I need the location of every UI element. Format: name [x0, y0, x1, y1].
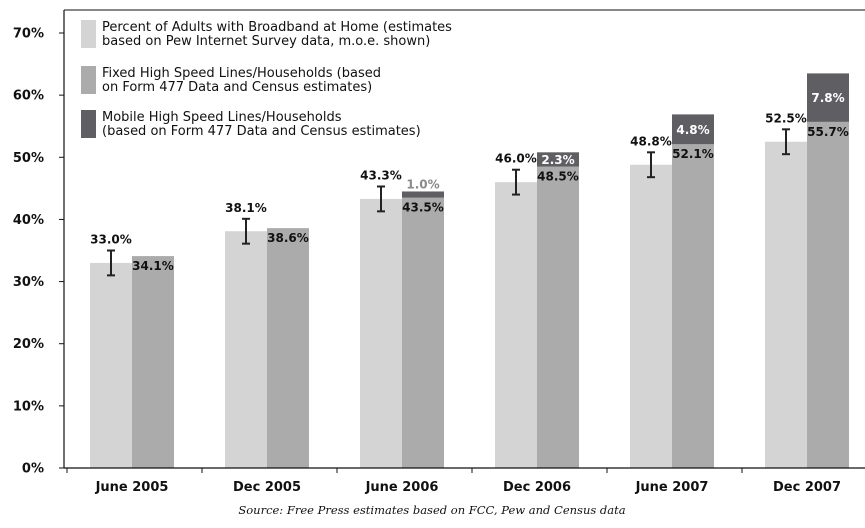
legend-label: based on Pew Internet Survey data, m.o.e…	[102, 34, 430, 49]
legend-swatch	[81, 20, 96, 48]
data-label-fixed: 52.1%	[672, 147, 714, 161]
data-label-fixed: 34.1%	[132, 259, 174, 273]
bars: 34.1%33.0% 38.6% 38.1% 1.0% 43.5% 43.3% 2.3% 48…	[90, 73, 849, 468]
bar-adults	[360, 198, 402, 468]
data-label-fixed: 43.5%	[402, 201, 444, 215]
data-label-adults: 33.0%	[90, 233, 132, 247]
bar-mobile	[537, 152, 579, 167]
data-label-fixed: 48.5%	[537, 170, 579, 184]
axes: 0% 10% 20% 30% 40% 50% 60% 70% June 2005 Dec 2005…	[13, 9, 865, 495]
data-label-fixed: 38.6%	[267, 231, 309, 245]
y-tick-label: 50%	[13, 151, 44, 166]
data-label-adults: 38.1%	[225, 201, 267, 215]
y-tick-label: 0%	[22, 462, 44, 477]
data-label-fixed: 55.7%	[807, 125, 849, 139]
data-label-adults: 46.0%	[495, 152, 537, 166]
data-label-mobile: 2.3%	[541, 153, 574, 167]
x-tick-label: Dec 2005	[233, 480, 301, 495]
bar-adults	[765, 141, 807, 468]
y-tick-label: 10%	[13, 399, 44, 414]
bar-adults	[90, 262, 132, 468]
x-tick-label: June 2005	[95, 480, 169, 495]
data-label-adults: 43.3%	[360, 168, 402, 182]
legend-label: on Form 477 Data and Census estimates)	[102, 80, 372, 95]
y-tick-label: 70%	[13, 27, 44, 42]
data-label-mobile: 4.8%	[676, 123, 709, 137]
x-tick-label: June 2006	[365, 480, 439, 495]
data-label-mobile: 7.8%	[811, 91, 844, 105]
data-label-adults: 48.8%	[630, 134, 672, 148]
legend: Percent of Adults with Broadband at Home…	[81, 20, 452, 139]
bar-adults	[495, 182, 537, 468]
legend-swatch	[81, 66, 96, 94]
data-label-adults: 52.5%	[765, 111, 807, 125]
legend-label: (based on Form 477 Data and Census estim…	[102, 124, 421, 139]
bar-fixed	[267, 228, 309, 468]
bar-mobile	[402, 191, 444, 198]
bar-mobile	[672, 114, 714, 145]
data-label-mobile: 1.0%	[406, 177, 439, 191]
y-tick-label: 40%	[13, 213, 44, 228]
bar-fixed	[537, 166, 579, 468]
legend-swatch	[81, 110, 96, 138]
legend-label: Mobile High Speed Lines/Households	[102, 110, 342, 125]
bar-mobile	[807, 73, 849, 122]
source-note: Source: Free Press estimates based on FC…	[238, 503, 625, 517]
legend-label: Fixed High Speed Lines/Households (based	[102, 66, 381, 81]
bar-fixed	[807, 121, 849, 468]
bar-adults	[630, 164, 672, 468]
bar-fixed	[672, 144, 714, 468]
bar-adults	[225, 231, 267, 468]
y-tick-label: 30%	[13, 275, 44, 290]
bar-fixed	[402, 197, 444, 468]
y-tick-label: 60%	[13, 89, 44, 104]
legend-label: Percent of Adults with Broadband at Home…	[102, 20, 452, 35]
x-tick-label: June 2007	[635, 480, 709, 495]
bar-fixed	[132, 256, 174, 468]
x-tick-label: Dec 2006	[503, 480, 571, 495]
x-tick-label: Dec 2007	[773, 480, 841, 495]
y-tick-label: 20%	[13, 337, 44, 352]
